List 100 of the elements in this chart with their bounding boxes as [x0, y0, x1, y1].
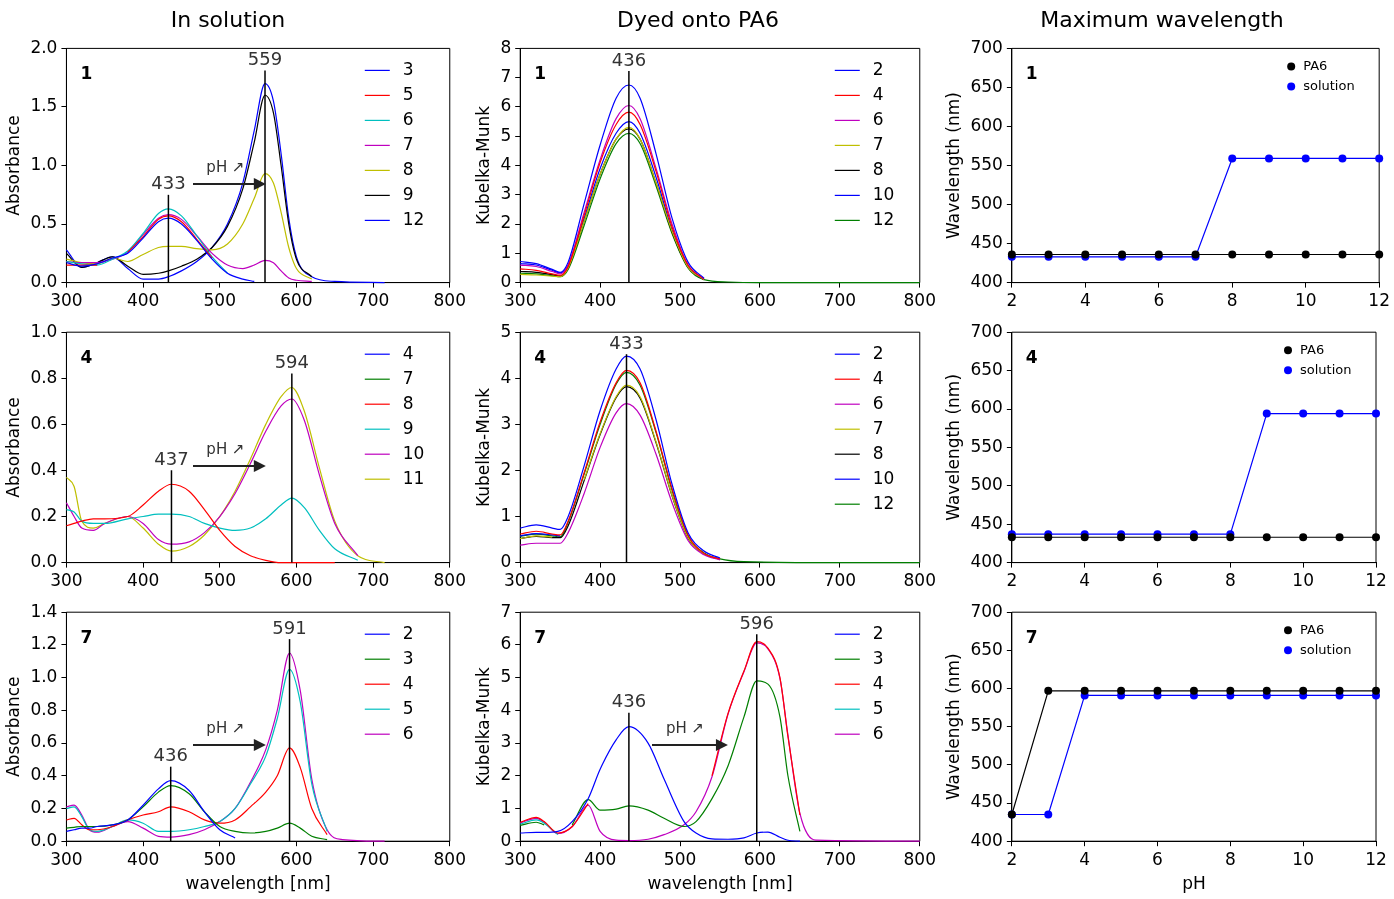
x-tick-label: 300 [50, 570, 83, 591]
y-tick-label: 5 [500, 320, 512, 341]
x-tick-label: 2 [1006, 290, 1018, 311]
x-tick-label: 10 [1292, 570, 1314, 591]
y-tick-label: 650 [970, 359, 1003, 380]
y-tick-label: 650 [970, 75, 1003, 96]
x-tick-label: 800 [903, 290, 936, 311]
x-tick-label: 4 [1079, 848, 1091, 869]
chart-title: Dyed onto PA6 [617, 6, 779, 32]
y-tick-label: 8 [500, 36, 512, 57]
y-tick-label: 0.5 [30, 212, 58, 233]
y-tick-label: 550 [970, 153, 1003, 174]
y-tick-label: 500 [970, 753, 1003, 774]
legend-label: 7 [402, 367, 414, 388]
legend-label: 6 [402, 722, 414, 743]
x-tick-label: 700 [356, 290, 390, 311]
y-tick-label: 0.6 [30, 731, 58, 752]
y-tick-label: 5 [500, 666, 512, 687]
y-tick-label: 600 [970, 397, 1003, 418]
legend-label: 10 [872, 467, 895, 488]
x-axis-title: pH [1182, 873, 1206, 894]
y-tick-label: 1.0 [30, 320, 58, 341]
annotation: 1 [534, 62, 547, 83]
y-tick-label: 450 [970, 512, 1003, 533]
x-tick-label: 6 [1153, 290, 1165, 311]
x-tick-label: 4 [1079, 570, 1091, 591]
legend-label: 2 [402, 622, 414, 643]
y-tick-label: 4 [500, 153, 512, 174]
legend-label: 5 [872, 697, 884, 718]
x-tick-label: 8 [1226, 290, 1238, 311]
legend-label: 2 [872, 58, 884, 79]
x-axis-title: wavelength [nm] [185, 873, 331, 894]
ref-line-label: 433 [609, 331, 644, 353]
y-axis-title: Wavelength (nm) [942, 373, 963, 521]
legend-label: 4 [872, 367, 884, 388]
annotation: 1 [80, 62, 93, 83]
legend-label: 7 [872, 133, 884, 154]
annotation: pH ↗ [206, 439, 245, 458]
y-tick-label: 6 [500, 633, 512, 654]
ref-line-label: 591 [272, 616, 307, 638]
y-tick-label: 0 [500, 551, 512, 572]
x-tick-label: 800 [433, 290, 466, 311]
x-tick-label: 400 [126, 290, 160, 311]
annotation: 7 [534, 626, 547, 647]
ref-line-label: 596 [739, 611, 774, 633]
x-tick-label: 6 [1152, 570, 1163, 591]
x-tick-label: 500 [663, 848, 697, 869]
y-tick-label: 550 [970, 435, 1003, 456]
legend-label: PA6 [1300, 341, 1325, 357]
legend-label: 6 [402, 108, 414, 129]
annotation: pH ↗ [666, 718, 705, 737]
legend-label: 6 [872, 108, 884, 129]
legend-label: 2 [872, 622, 884, 643]
legend-label: 3 [402, 58, 414, 79]
legend-label: 9 [402, 183, 414, 204]
x-tick-label: 8 [1224, 848, 1236, 869]
legend-label: 7 [402, 133, 414, 154]
legend-label: 11 [402, 467, 425, 488]
y-tick-label: 1.2 [30, 633, 58, 654]
x-tick-label: 400 [583, 570, 617, 591]
x-tick-label: 500 [663, 570, 697, 591]
ref-line-label: 594 [274, 351, 310, 373]
y-tick-label: 0.0 [30, 271, 58, 292]
x-tick-label: 600 [280, 570, 313, 591]
y-tick-label: 600 [970, 676, 1003, 697]
chart-title: Maximum wavelength [1040, 6, 1284, 32]
x-tick-label: 8 [1224, 570, 1236, 591]
y-tick-label: 0.8 [30, 698, 58, 719]
y-tick-label: 450 [970, 231, 1003, 252]
x-tick-label: 300 [50, 290, 83, 311]
x-tick-label: 400 [126, 570, 160, 591]
y-tick-label: 4 [500, 366, 512, 387]
y-tick-label: 0.4 [30, 458, 58, 479]
x-tick-label: 800 [903, 848, 936, 869]
y-tick-label: 700 [970, 600, 1003, 621]
y-tick-label: 0.0 [30, 551, 58, 572]
y-tick-label: 1.5 [30, 95, 58, 116]
y-tick-label: 7 [500, 66, 512, 87]
x-tick-label: 10 [1292, 848, 1314, 869]
legend-label: PA6 [1303, 57, 1328, 73]
x-tick-label: 10 [1294, 290, 1317, 311]
y-tick-label: 1.0 [30, 153, 58, 174]
annotation: 4 [534, 346, 547, 367]
y-tick-label: 500 [970, 192, 1003, 213]
x-tick-label: 700 [823, 290, 857, 311]
x-tick-label: 700 [356, 848, 390, 869]
y-tick-label: 2 [500, 458, 512, 479]
ref-line-label: 559 [247, 48, 283, 70]
x-tick-label: 500 [203, 848, 236, 869]
legend-label: 7 [872, 417, 884, 438]
x-tick-label: 800 [433, 848, 466, 869]
y-tick-label: 0 [500, 271, 512, 292]
x-tick-label: 2 [1006, 570, 1018, 591]
y-tick-label: 3 [500, 731, 512, 752]
x-tick-label: 600 [280, 848, 313, 869]
y-tick-label: 2 [500, 212, 512, 233]
legend-label: solution [1303, 77, 1355, 93]
x-tick-label: 700 [823, 848, 857, 869]
legend-label: 5 [402, 83, 414, 104]
annotation: pH ↗ [206, 718, 245, 737]
